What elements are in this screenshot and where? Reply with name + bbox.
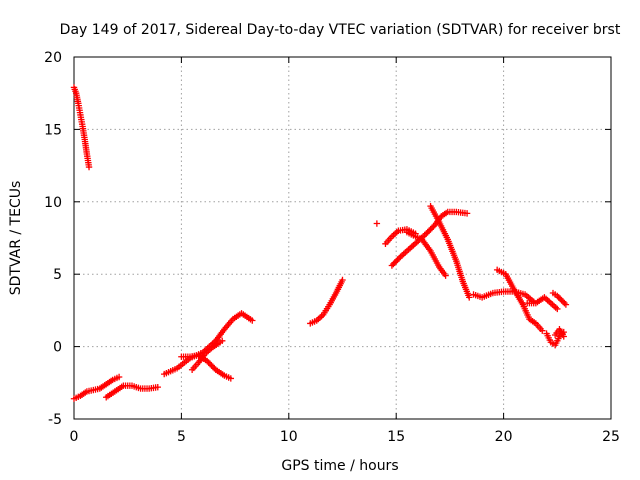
data-point (427, 226, 434, 233)
y-tick-label: 15 (44, 122, 62, 138)
series-arc-14 (493, 266, 546, 334)
data-point (393, 257, 400, 265)
data-point (423, 230, 430, 237)
series-arc-1 (70, 84, 93, 171)
data-point (428, 224, 436, 232)
series-arc-9 (382, 226, 419, 247)
data-point (425, 227, 433, 234)
data-point (395, 255, 403, 262)
series-arc-2 (70, 373, 123, 402)
data-point (560, 333, 567, 340)
y-tick-label: 0 (53, 340, 62, 356)
series-arc-3 (103, 382, 161, 401)
y-tick-label: 20 (44, 50, 62, 66)
y-tick-label: 10 (44, 195, 62, 211)
x-tick-label: 20 (495, 429, 513, 445)
data-point (466, 294, 473, 301)
data-point (554, 292, 561, 300)
data-point (555, 294, 562, 301)
data-point (203, 357, 211, 365)
x-tick-label: 5 (177, 429, 186, 445)
series-arc-8 (373, 220, 381, 227)
data-point (85, 163, 93, 171)
x-tick-label: 15 (387, 429, 405, 445)
data-point (388, 262, 396, 269)
chart-title: Day 149 of 2017, Sidereal Day-to-day VTE… (60, 22, 621, 38)
data-point (424, 229, 431, 236)
y-tick-label: 5 (53, 267, 62, 283)
series-arc-7 (307, 276, 346, 327)
data-point (154, 383, 161, 391)
data-point (561, 299, 568, 307)
x-tick-label: 25 (602, 429, 620, 445)
data-point (219, 337, 226, 345)
data-point (554, 305, 561, 313)
data-point (442, 272, 449, 279)
series-arc-5 (178, 352, 235, 382)
x-tick-label: 10 (280, 429, 298, 445)
plot-frame (73, 56, 612, 420)
data-point (391, 259, 398, 266)
series-arc-6 (188, 337, 226, 373)
data-point (394, 256, 401, 263)
data-point (539, 327, 546, 334)
series-arc-18 (551, 326, 567, 340)
data-point (209, 363, 217, 371)
y-tick-label: -5 (48, 412, 62, 428)
data-point (558, 297, 565, 304)
data-point (208, 362, 215, 369)
x-axis-label: GPS time / hours (281, 458, 398, 474)
series-arc-11 (403, 229, 449, 279)
series-arc-15 (524, 294, 561, 313)
data-point (339, 276, 346, 284)
data-point (556, 295, 564, 303)
series-arc-12 (427, 202, 473, 301)
y-axis-label: SDTVAR / TECUs (8, 181, 24, 296)
series-arc-4 (161, 310, 256, 378)
series-arc-17 (549, 289, 570, 308)
data-point (562, 301, 570, 308)
data-point (390, 260, 397, 268)
data-point (559, 298, 567, 305)
data-point (249, 317, 256, 324)
data-point (115, 373, 123, 381)
x-tick-label: 0 (70, 429, 79, 445)
data-point (206, 360, 214, 368)
series-arc-10 (388, 208, 471, 269)
data-point (227, 375, 235, 382)
data-point (205, 359, 212, 366)
data-point (373, 220, 381, 227)
data-point (463, 210, 471, 217)
